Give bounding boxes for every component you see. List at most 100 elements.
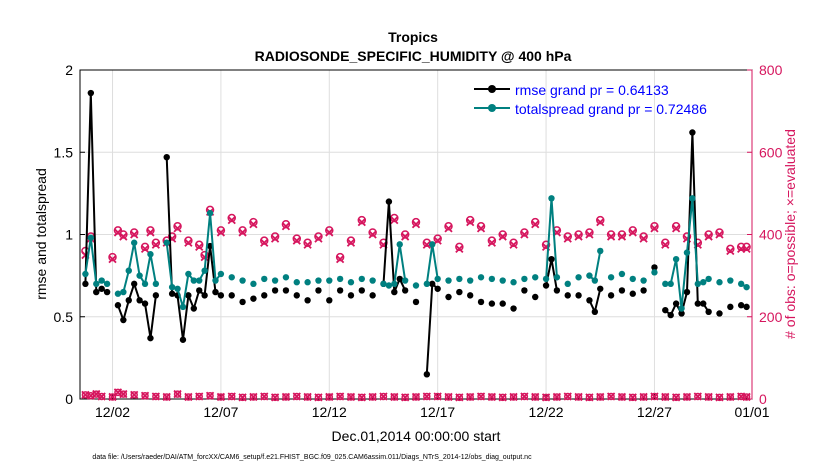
obs-count-markers (81, 205, 751, 402)
obs-evaluated-marker (390, 215, 399, 225)
totalspread-point (434, 275, 441, 283)
x-tick-label: 12/22 (529, 404, 564, 420)
rmse-point (168, 290, 176, 297)
rmse-point (678, 310, 685, 317)
chart-subtitle: RADIOSONDE_SPECIFIC_HUMIDITY @ 400 hPa (255, 48, 572, 64)
obs-possible-marker (639, 393, 648, 401)
obs-possible-marker (347, 393, 355, 401)
y2-axis-label: # of obs: o=possible; ×=evaluated (782, 129, 798, 339)
rmse-point (542, 282, 550, 289)
obs-possible-marker (650, 392, 659, 401)
y-tick-label: 0.5 (54, 309, 74, 325)
obs-evaluated-marker (509, 240, 518, 249)
obs-possible-marker (618, 393, 626, 401)
rmse-point (412, 298, 420, 306)
obs-possible-marker (140, 242, 150, 252)
totalspread-point (130, 239, 138, 246)
obs-possible-marker (650, 222, 659, 231)
obs-possible-marker (433, 392, 442, 401)
obs-possible-marker (227, 392, 236, 401)
obs-evaluated-marker (606, 392, 616, 401)
rmse-point (423, 371, 431, 378)
y2-tick-label: 800 (759, 62, 783, 78)
obs-evaluated-marker (466, 392, 475, 402)
totalspread-point (477, 274, 485, 281)
obs-possible-marker (293, 392, 301, 401)
rmse-point (326, 297, 333, 304)
obs-possible-marker (335, 252, 345, 262)
obs-possible-marker (314, 232, 323, 241)
totalspread-point (667, 280, 674, 288)
rmse-point (705, 308, 712, 316)
rmse-point (727, 303, 734, 311)
y-tick-label: 1.5 (54, 144, 74, 160)
totalspread-point (618, 270, 626, 278)
totalspread-point (705, 275, 712, 283)
obs-possible-marker (574, 393, 583, 401)
totalspread-point (212, 277, 219, 284)
rmse-point (651, 264, 658, 271)
totalspread-point (401, 277, 409, 284)
obs-possible-marker (639, 232, 648, 241)
obs-possible-marker (314, 393, 323, 402)
rmse-point (103, 288, 111, 296)
rmse-point (396, 275, 403, 283)
totalspread-point (380, 280, 387, 288)
obs-evaluated-marker (433, 236, 442, 245)
obs-possible-marker (563, 392, 572, 401)
rmse-point (125, 297, 132, 304)
rmse-point (228, 292, 235, 299)
totalspread-point (672, 255, 680, 263)
rmse-point (488, 300, 496, 307)
rmse-point (385, 198, 393, 205)
totalspread-point (737, 280, 745, 288)
obs-possible-marker (271, 393, 279, 402)
totalspread-point (196, 277, 203, 284)
obs-possible-marker (465, 215, 475, 225)
totalspread-point (228, 274, 235, 281)
obs-evaluated-marker (661, 240, 670, 249)
rmse-point (114, 302, 122, 309)
rmse-point (477, 298, 485, 306)
y-tick-label: 1 (65, 227, 73, 243)
rmse-point (152, 292, 160, 299)
totalspread-point (640, 277, 647, 284)
totalspread-point (93, 280, 100, 288)
totalspread-point (174, 285, 181, 292)
obs-evaluated-marker (292, 236, 301, 245)
rmse-point (369, 292, 376, 299)
obs-evaluated-marker (617, 392, 627, 402)
obs-evaluated-marker (108, 255, 117, 264)
obs-possible-marker (606, 230, 616, 239)
obs-evaluated-marker (433, 392, 442, 401)
rmse-point (499, 300, 506, 307)
obs-possible-marker (141, 391, 149, 400)
y2-tick-label: 0 (759, 391, 767, 407)
obs-possible-marker (498, 393, 507, 402)
totalspread-series (82, 195, 750, 312)
rmse-point (217, 292, 225, 299)
obs-possible-marker (596, 393, 605, 401)
y2-tick-label: 400 (759, 227, 783, 243)
totalspread-point (629, 275, 636, 283)
obs-possible-marker (130, 391, 138, 399)
totalspread-point (239, 277, 246, 284)
obs-evaluated-marker (270, 393, 280, 402)
obs-evaluated-marker (742, 392, 751, 402)
totalspread-point (114, 290, 122, 297)
totalspread-point (423, 280, 431, 288)
totalspread-point (282, 274, 290, 281)
x-axis-label: Dec.01,2014 00:00:00 start (332, 428, 501, 444)
totalspread-point (136, 272, 143, 279)
totalspread-point (466, 277, 474, 284)
obs-evaluated-marker (650, 392, 659, 401)
rmse-point (640, 287, 647, 294)
rmse-point (293, 292, 300, 299)
obs-possible-marker (346, 236, 356, 245)
y2-tick-label: 600 (759, 144, 783, 160)
obs-evaluated-marker (238, 228, 247, 237)
obs-possible-marker (455, 242, 464, 252)
rmse-point (445, 293, 452, 301)
y-axis-left: 0 0.5 1 1.5 2 (54, 62, 85, 407)
obs-evaluated-marker (325, 228, 334, 237)
